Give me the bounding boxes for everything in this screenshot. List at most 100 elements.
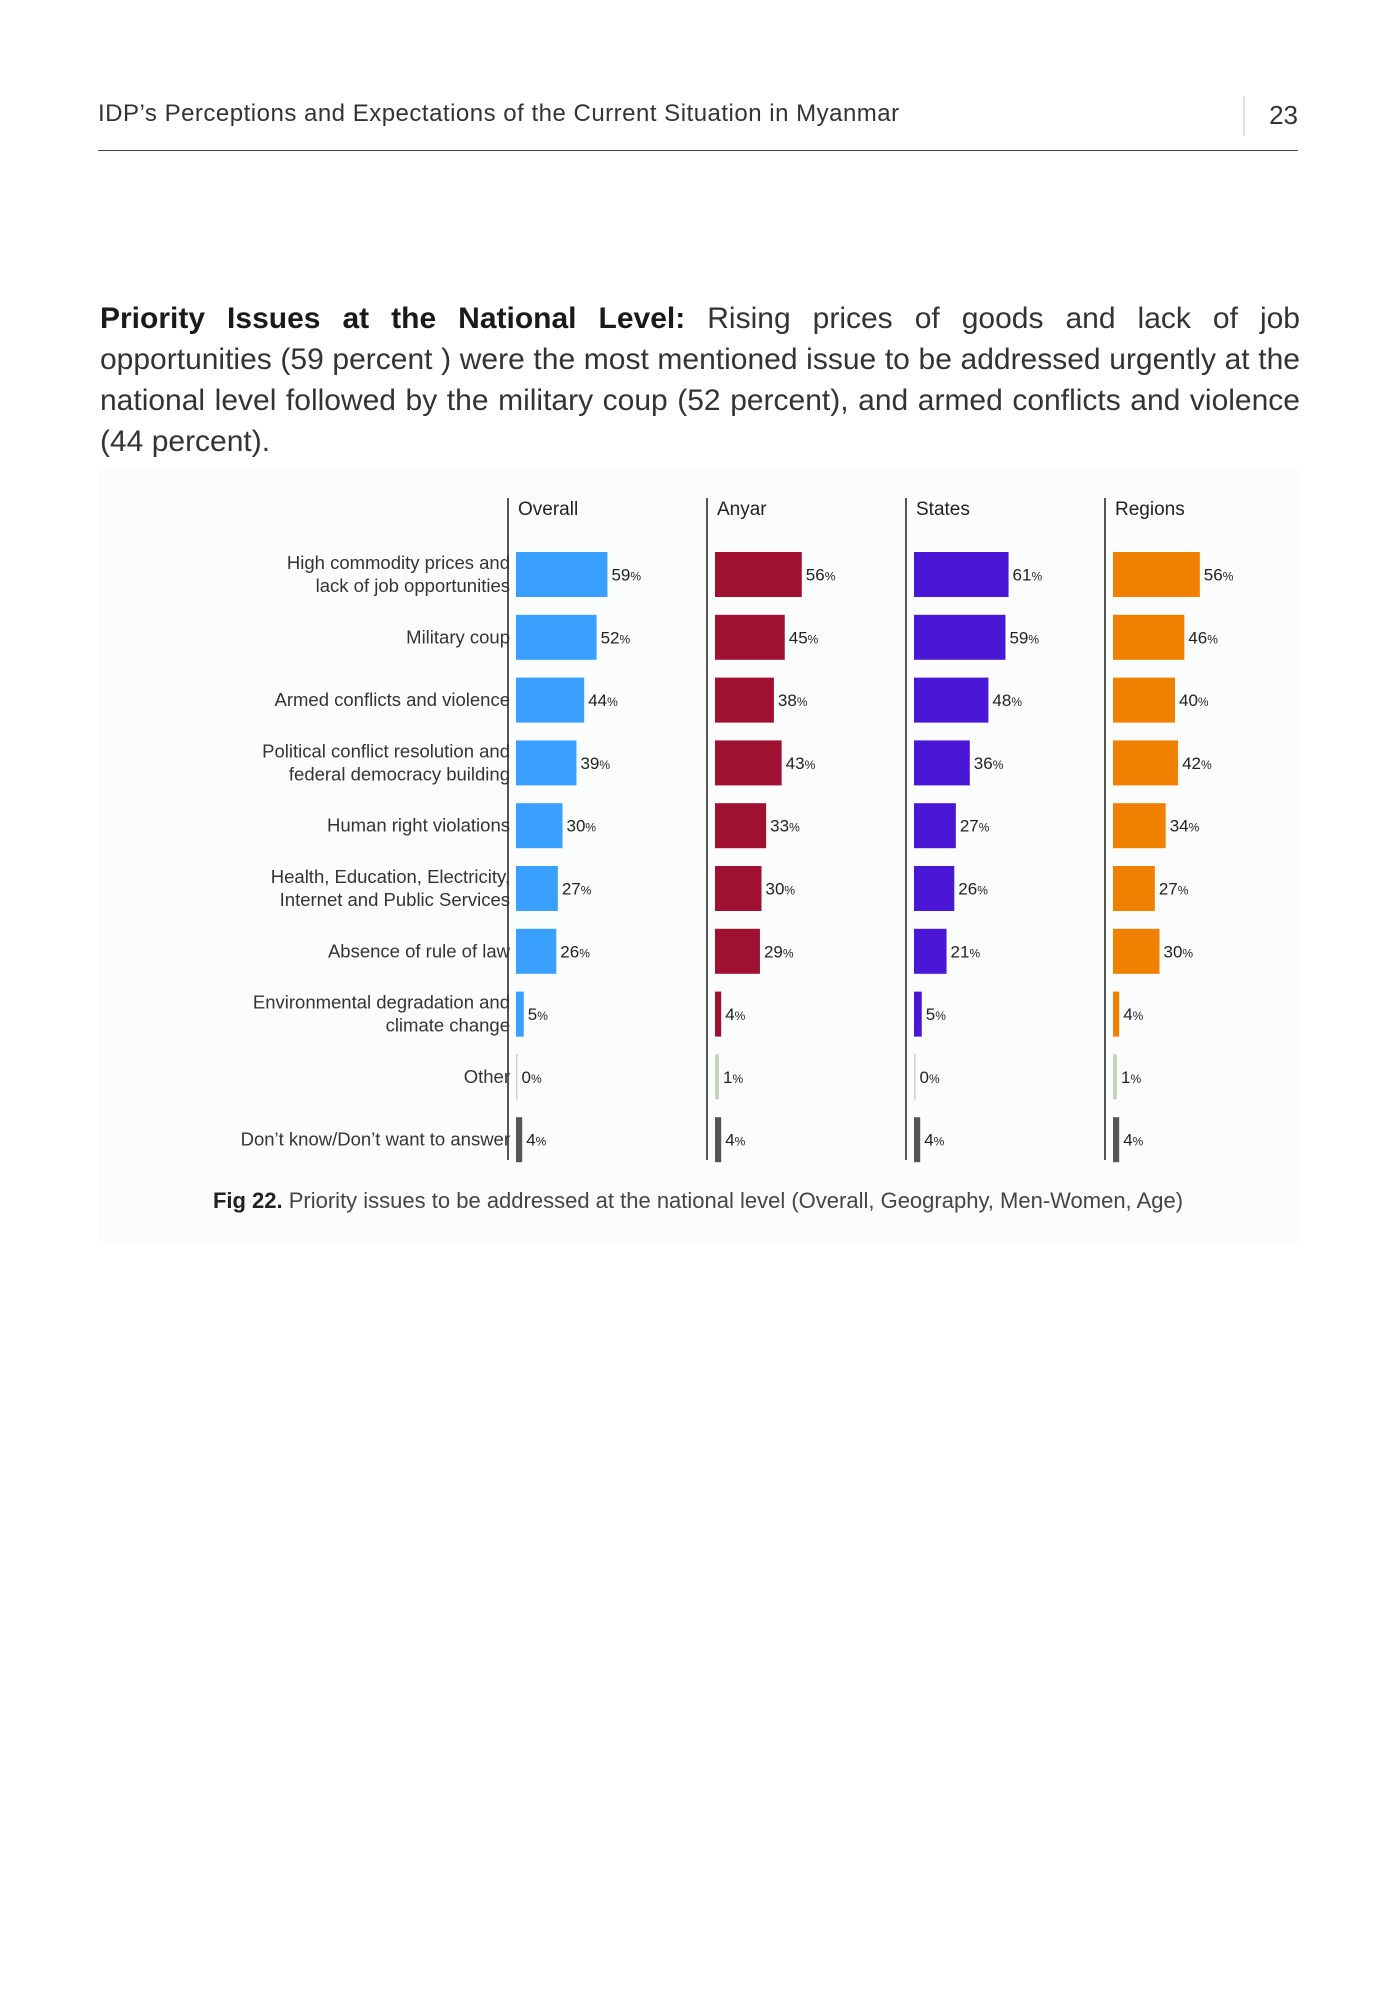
page-number: 23 xyxy=(1269,100,1298,130)
data-label-value: 26 xyxy=(958,880,977,899)
data-label-overall-2: 44% xyxy=(588,691,618,710)
column-header-regions: Regions xyxy=(1115,499,1185,520)
bar-states-7 xyxy=(914,991,922,1037)
data-label-suffix: % xyxy=(1031,570,1042,584)
category-label-1: Military coup xyxy=(406,626,510,647)
data-label-states-8: 0% xyxy=(920,1068,940,1087)
data-label-value: 0 xyxy=(522,1068,531,1087)
bar-anyar-6 xyxy=(715,928,760,974)
bar-states-9 xyxy=(914,1117,921,1163)
intro-lead: Priority Issues at the National Level: xyxy=(100,302,686,335)
data-label-suffix: % xyxy=(579,946,590,960)
category-label-5: Health, Education, Electricity, Internet … xyxy=(271,866,510,910)
data-label-value: 1 xyxy=(1121,1068,1130,1087)
data-label-suffix: % xyxy=(1189,821,1200,835)
data-label-value: 33 xyxy=(770,817,789,836)
category-label-0: High commodity prices and lack of job opp… xyxy=(287,552,510,596)
bar-overall-6 xyxy=(516,928,557,974)
data-label-value: 40 xyxy=(1179,691,1198,710)
figure-panel: Overall 59% 52% 44% 39% 30% 27% 26% 5% 0% 4% Anyar 5… xyxy=(98,466,1298,1246)
data-label-value: 5 xyxy=(528,1005,537,1024)
category-label-line: High commodity prices and xyxy=(287,552,510,573)
data-label-value: 4 xyxy=(1123,1131,1132,1150)
data-label-states-5: 26% xyxy=(958,880,988,899)
bar-regions-1 xyxy=(1113,614,1185,660)
data-label-value: 48 xyxy=(992,691,1011,710)
data-label-value: 38 xyxy=(778,691,797,710)
category-label-3: Political conflict resolution and federal… xyxy=(262,740,510,784)
data-label-value: 56 xyxy=(806,566,825,585)
data-label-value: 4 xyxy=(526,1131,535,1150)
data-label-overall-3: 39% xyxy=(580,754,610,773)
bar-overall-3 xyxy=(516,740,577,786)
bar-anyar-2 xyxy=(715,677,774,723)
priority-issues-chart: Overall59%52%44%39%30%27%26%5%0%4%Anyar5… xyxy=(241,498,1234,1163)
data-label-value: 59 xyxy=(611,566,630,585)
caption-text: Priority issues to be addressed at the n… xyxy=(282,1188,1184,1213)
data-label-states-6: 21% xyxy=(951,942,981,961)
data-label-states-9: 4% xyxy=(924,1131,944,1150)
data-label-anyar-8: 1% xyxy=(723,1068,743,1087)
data-label-overall-4: 30% xyxy=(567,817,597,836)
header-rule xyxy=(98,150,1298,151)
bar-overall-4 xyxy=(516,803,563,849)
data-label-overall-8: 0% xyxy=(522,1068,542,1087)
bar-overall-1 xyxy=(516,614,597,660)
data-label-value: 27 xyxy=(1159,880,1178,899)
data-label-anyar-2: 38% xyxy=(778,691,808,710)
data-label-value: 36 xyxy=(974,754,993,773)
data-label-value: 26 xyxy=(560,942,579,961)
bar-overall-0 xyxy=(516,552,608,597)
running-title: IDP’s Perceptions and Expectations of th… xyxy=(98,100,900,127)
data-label-value: 30 xyxy=(567,817,586,836)
data-label-value: 4 xyxy=(725,1005,734,1024)
figure-caption: Fig 22. Priority issues to be addressed … xyxy=(98,1188,1298,1214)
bar-overall-9 xyxy=(516,1117,523,1163)
bar-regions-3 xyxy=(1113,740,1179,786)
bar-anyar-3 xyxy=(715,740,782,786)
bar-overall-7 xyxy=(516,991,524,1037)
data-label-suffix: % xyxy=(1182,946,1193,960)
data-label-suffix: % xyxy=(789,821,800,835)
category-label-line: Internet and Public Services xyxy=(280,889,510,910)
category-label-line: Don’t know/Don’t want to answer xyxy=(241,1129,510,1150)
data-label-overall-7: 5% xyxy=(528,1005,548,1024)
data-label-value: 5 xyxy=(926,1005,935,1024)
data-label-anyar-5: 30% xyxy=(766,880,796,899)
data-label-value: 30 xyxy=(1164,942,1183,961)
bar-states-1 xyxy=(914,614,1006,660)
data-label-suffix: % xyxy=(536,1135,547,1149)
category-label-line: Armed conflicts and violence xyxy=(275,689,510,710)
category-label-line: Environmental degradation and xyxy=(253,992,510,1013)
data-label-suffix: % xyxy=(620,632,631,646)
data-label-suffix: % xyxy=(808,632,819,646)
data-label-value: 56 xyxy=(1204,566,1223,585)
data-label-regions-9: 4% xyxy=(1123,1131,1143,1150)
data-label-states-0: 61% xyxy=(1013,566,1043,585)
data-label-value: 46 xyxy=(1188,628,1207,647)
bar-anyar-0 xyxy=(715,552,802,597)
data-label-states-3: 36% xyxy=(974,754,1004,773)
category-label-2: Armed conflicts and violence xyxy=(275,689,510,710)
data-label-value: 45 xyxy=(789,628,808,647)
bar-anyar-7 xyxy=(715,991,722,1037)
bar-states-8 xyxy=(914,1054,916,1100)
data-label-suffix: % xyxy=(969,946,980,960)
bar-regions-9 xyxy=(1113,1117,1120,1163)
bar-regions-5 xyxy=(1113,866,1155,911)
data-label-value: 52 xyxy=(601,628,620,647)
data-label-regions-0: 56% xyxy=(1204,566,1234,585)
data-label-value: 21 xyxy=(951,942,970,961)
data-label-suffix: % xyxy=(977,884,988,898)
data-label-value: 44 xyxy=(588,691,607,710)
data-label-suffix: % xyxy=(735,1009,746,1023)
data-label-suffix: % xyxy=(1223,570,1234,584)
bar-regions-0 xyxy=(1113,552,1200,597)
data-label-suffix: % xyxy=(1133,1009,1144,1023)
data-label-regions-7: 4% xyxy=(1123,1005,1143,1024)
intro-text: Rising prices of goods and lack of job o… xyxy=(100,302,1300,458)
data-label-suffix: % xyxy=(993,758,1004,772)
data-label-value: 1 xyxy=(723,1068,732,1087)
data-label-value: 42 xyxy=(1182,754,1201,773)
data-label-overall-9: 4% xyxy=(526,1131,546,1150)
